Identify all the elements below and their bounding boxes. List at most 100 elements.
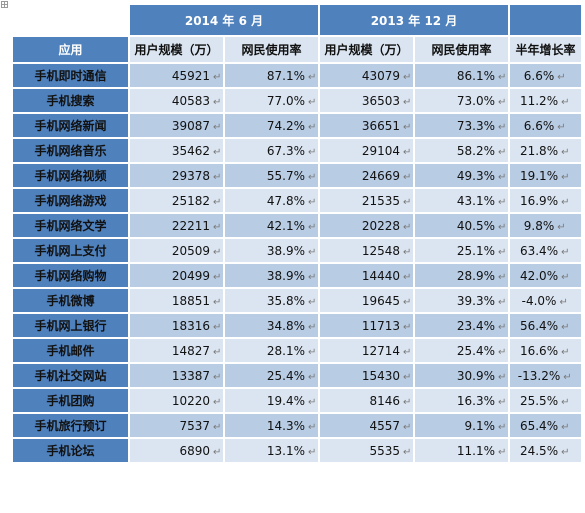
paragraph-mark-icon: ↵ bbox=[498, 271, 507, 283]
paragraph-mark-icon: ↵ bbox=[308, 246, 317, 258]
paragraph-mark-icon: ↵ bbox=[308, 171, 317, 183]
paragraph-mark-icon: ↵ bbox=[308, 196, 317, 208]
table-move-handle-icon[interactable] bbox=[1, 1, 8, 8]
growth-value: 65.4% bbox=[519, 418, 559, 433]
paragraph-mark-icon: ↵ bbox=[557, 71, 566, 83]
paragraph-mark-icon: ↵ bbox=[498, 221, 507, 233]
table-row: 手机网络新闻 39087 ↵ 74.2% ↵ 36651 ↵ 73.3% ↵ 6.6% ↵ bbox=[11, 112, 584, 139]
growth-value: 6.6% bbox=[523, 118, 555, 133]
growth-value: 42.0% bbox=[519, 268, 559, 283]
paragraph-mark-icon: ↵ bbox=[213, 296, 222, 308]
paragraph-mark-icon: ↵ bbox=[498, 246, 507, 258]
growth-value: 16.6% bbox=[519, 343, 559, 358]
app-name-cell: 手机网络购物 bbox=[11, 262, 130, 289]
paragraph-mark-icon: ↵ bbox=[403, 271, 412, 283]
rate-2013-cell: 73.0% ↵ bbox=[413, 87, 511, 114]
users-2014-value: 39087 bbox=[171, 118, 210, 133]
rate-2014-cell: 38.9% ↵ bbox=[222, 237, 321, 264]
users-2013-cell: 24669 ↵ bbox=[318, 162, 416, 189]
users-2013-value: 24669 bbox=[361, 168, 401, 183]
growth-cell: 6.6% ↵ bbox=[508, 62, 584, 89]
rate-2013-cell: 25.4% ↵ bbox=[413, 337, 511, 364]
column-header-users-2014: 用户规模（万） bbox=[128, 35, 225, 64]
paragraph-mark-icon: ↵ bbox=[403, 96, 412, 108]
paragraph-mark-icon: ↵ bbox=[213, 71, 222, 83]
growth-cell: 65.4% ↵ bbox=[508, 412, 584, 439]
app-name-cell: 手机网上银行 bbox=[11, 312, 130, 339]
paragraph-mark-icon: ↵ bbox=[213, 96, 222, 108]
users-2013-value: 15430 bbox=[361, 368, 401, 383]
app-name-cell: 手机论坛 bbox=[11, 437, 130, 464]
table-row: 手机搜索 40583 ↵ 77.0% ↵ 36503 ↵ 73.0% ↵ 11.2% ↵ bbox=[11, 87, 584, 114]
paragraph-mark-icon: ↵ bbox=[308, 346, 317, 358]
rate-2014-cell: 55.7% ↵ bbox=[222, 162, 321, 189]
rate-2014-cell: 14.3% ↵ bbox=[222, 412, 321, 439]
table-row: 手机网络游戏 25182 ↵ 47.8% ↵ 21535 ↵ 43.1% ↵ 16.9% ↵ bbox=[11, 187, 584, 214]
growth-value: 9.8% bbox=[523, 218, 555, 233]
users-2014-cell: 18851 ↵ bbox=[128, 287, 225, 314]
users-2013-cell: 5535 ↵ bbox=[318, 437, 416, 464]
rate-2013-value: 49.3% bbox=[456, 168, 496, 183]
rate-2013-cell: 49.3% ↵ bbox=[413, 162, 511, 189]
users-2014-value: 25182 bbox=[171, 193, 210, 208]
table-row: 手机网络视频 29378 ↵ 55.7% ↵ 24669 ↵ 49.3% ↵ 19.1% ↵ bbox=[11, 162, 584, 189]
paragraph-mark-icon: ↵ bbox=[498, 71, 507, 83]
users-2014-cell: 20509 ↵ bbox=[128, 237, 225, 264]
rate-2014-cell: 67.3% ↵ bbox=[222, 137, 321, 164]
app-name-cell: 手机网络游戏 bbox=[11, 187, 130, 214]
rate-2014-cell: 38.9% ↵ bbox=[222, 262, 321, 289]
users-2013-cell: 21535 ↵ bbox=[318, 187, 416, 214]
growth-cell: 21.8% ↵ bbox=[508, 137, 584, 164]
growth-value: 63.4% bbox=[519, 243, 559, 258]
users-2014-value: 14827 bbox=[171, 343, 210, 358]
users-2014-value: 6890 bbox=[179, 443, 210, 458]
app-name-cell: 手机网络音乐 bbox=[11, 137, 130, 164]
paragraph-mark-icon: ↵ bbox=[403, 246, 412, 258]
paragraph-mark-icon: ↵ bbox=[403, 346, 412, 358]
users-2013-value: 21535 bbox=[361, 193, 401, 208]
users-2013-value: 4557 bbox=[369, 418, 401, 433]
rate-2013-cell: 25.1% ↵ bbox=[413, 237, 511, 264]
column-header-app: 应用 bbox=[11, 35, 130, 64]
rate-2013-cell: 30.9% ↵ bbox=[413, 362, 511, 389]
users-2013-value: 11713 bbox=[361, 318, 401, 333]
paragraph-mark-icon: ↵ bbox=[561, 321, 570, 333]
growth-cell: 11.2% ↵ bbox=[508, 87, 584, 114]
rate-2014-cell: 13.1% ↵ bbox=[222, 437, 321, 464]
rate-2014-value: 14.3% bbox=[266, 418, 306, 433]
column-header-row: 应用 用户规模（万） 网民使用率 用户规模（万） 网民使用率 半年增长率 bbox=[11, 35, 584, 64]
paragraph-mark-icon: ↵ bbox=[213, 371, 222, 383]
growth-value: 16.9% bbox=[519, 193, 559, 208]
users-2013-cell: 20228 ↵ bbox=[318, 212, 416, 239]
users-2014-cell: 40583 ↵ bbox=[128, 87, 225, 114]
rate-2013-cell: 9.1% ↵ bbox=[413, 412, 511, 439]
app-name-cell: 手机旅行预订 bbox=[11, 412, 130, 439]
users-2013-cell: 36651 ↵ bbox=[318, 112, 416, 139]
table-row: 手机网络购物 20499 ↵ 38.9% ↵ 14440 ↵ 28.9% ↵ 42.0% ↵ bbox=[11, 262, 584, 289]
growth-value: 19.1% bbox=[519, 168, 559, 183]
rate-2013-value: 43.1% bbox=[456, 193, 496, 208]
growth-cell: 63.4% ↵ bbox=[508, 237, 584, 264]
users-2013-value: 5535 bbox=[369, 443, 401, 458]
paragraph-mark-icon: ↵ bbox=[559, 296, 568, 308]
users-2014-value: 20499 bbox=[171, 268, 210, 283]
rate-2014-value: 35.8% bbox=[266, 293, 306, 308]
paragraph-mark-icon: ↵ bbox=[561, 246, 570, 258]
table-row: 手机网络文学 22211 ↵ 42.1% ↵ 20228 ↵ 40.5% ↵ 9.8% ↵ bbox=[11, 212, 584, 239]
paragraph-mark-icon: ↵ bbox=[498, 171, 507, 183]
growth-value: 6.6% bbox=[523, 68, 555, 83]
paragraph-mark-icon: ↵ bbox=[498, 146, 507, 158]
paragraph-mark-icon: ↵ bbox=[403, 171, 412, 183]
users-2013-value: 12714 bbox=[361, 343, 401, 358]
rate-2014-value: 67.3% bbox=[266, 143, 306, 158]
table-row: 手机微博 18851 ↵ 35.8% ↵ 19645 ↵ 39.3% ↵ -4.0% ↵ bbox=[11, 287, 584, 314]
app-name-cell: 手机网络文学 bbox=[11, 212, 130, 239]
users-2013-cell: 19645 ↵ bbox=[318, 287, 416, 314]
users-2013-value: 8146 bbox=[369, 393, 401, 408]
column-header-users-2013: 用户规模（万） bbox=[318, 35, 416, 64]
users-2013-value: 36503 bbox=[361, 93, 401, 108]
app-name-cell: 手机团购 bbox=[11, 387, 130, 414]
rate-2013-cell: 39.3% ↵ bbox=[413, 287, 511, 314]
paragraph-mark-icon: ↵ bbox=[563, 371, 572, 383]
paragraph-mark-icon: ↵ bbox=[213, 121, 222, 133]
